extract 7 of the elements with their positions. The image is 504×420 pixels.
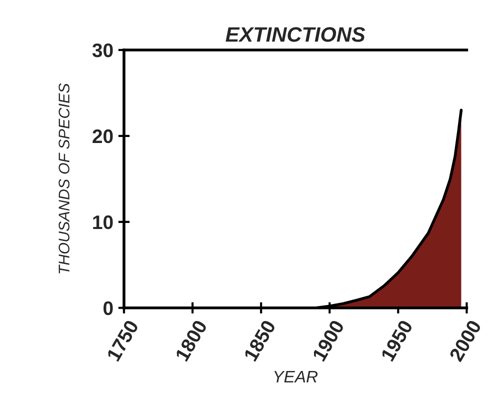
y-tick-label: 30 — [92, 43, 113, 58]
y-tick-label: 0 — [104, 301, 113, 316]
y-tick-label: 20 — [92, 129, 113, 144]
y-tick-label: 10 — [93, 215, 113, 230]
y-axis-title: THOUSANDS OF SPECIES — [58, 83, 70, 274]
x-axis-title: YEAR — [274, 370, 318, 382]
chart-title: EXTINCTIONS — [226, 27, 366, 42]
